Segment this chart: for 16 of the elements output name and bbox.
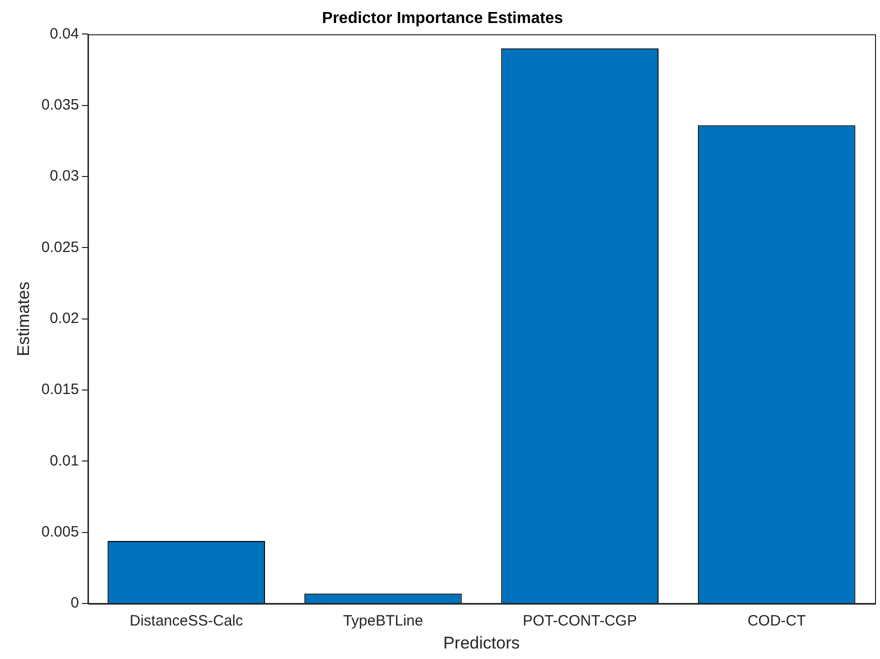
x-tick-label: POT-CONT-CGP bbox=[522, 612, 637, 630]
x-axis-title: Predictors bbox=[443, 633, 520, 652]
y-tick-label: 0.04 bbox=[50, 25, 79, 42]
y-tick-label: 0.005 bbox=[41, 524, 79, 541]
y-tick-label: 0.025 bbox=[41, 238, 79, 256]
x-tick-label: COD-CT bbox=[747, 612, 806, 630]
y-tick-label: 0.01 bbox=[50, 452, 79, 470]
y-axis-title: Estimates bbox=[14, 282, 33, 356]
y-tick-label: 0 bbox=[70, 594, 79, 612]
chart-title: Predictor Importance Estimates bbox=[322, 10, 564, 28]
y-tick-label: 0.015 bbox=[41, 381, 79, 398]
y-tick-label: 0.035 bbox=[41, 96, 79, 114]
y-tick-label: 0.02 bbox=[50, 310, 79, 328]
x-tick-label: TypeBTLine bbox=[343, 612, 424, 630]
x-tick-label: DistanceSS-Calc bbox=[130, 612, 244, 630]
y-tick-label: 0.03 bbox=[50, 168, 79, 185]
